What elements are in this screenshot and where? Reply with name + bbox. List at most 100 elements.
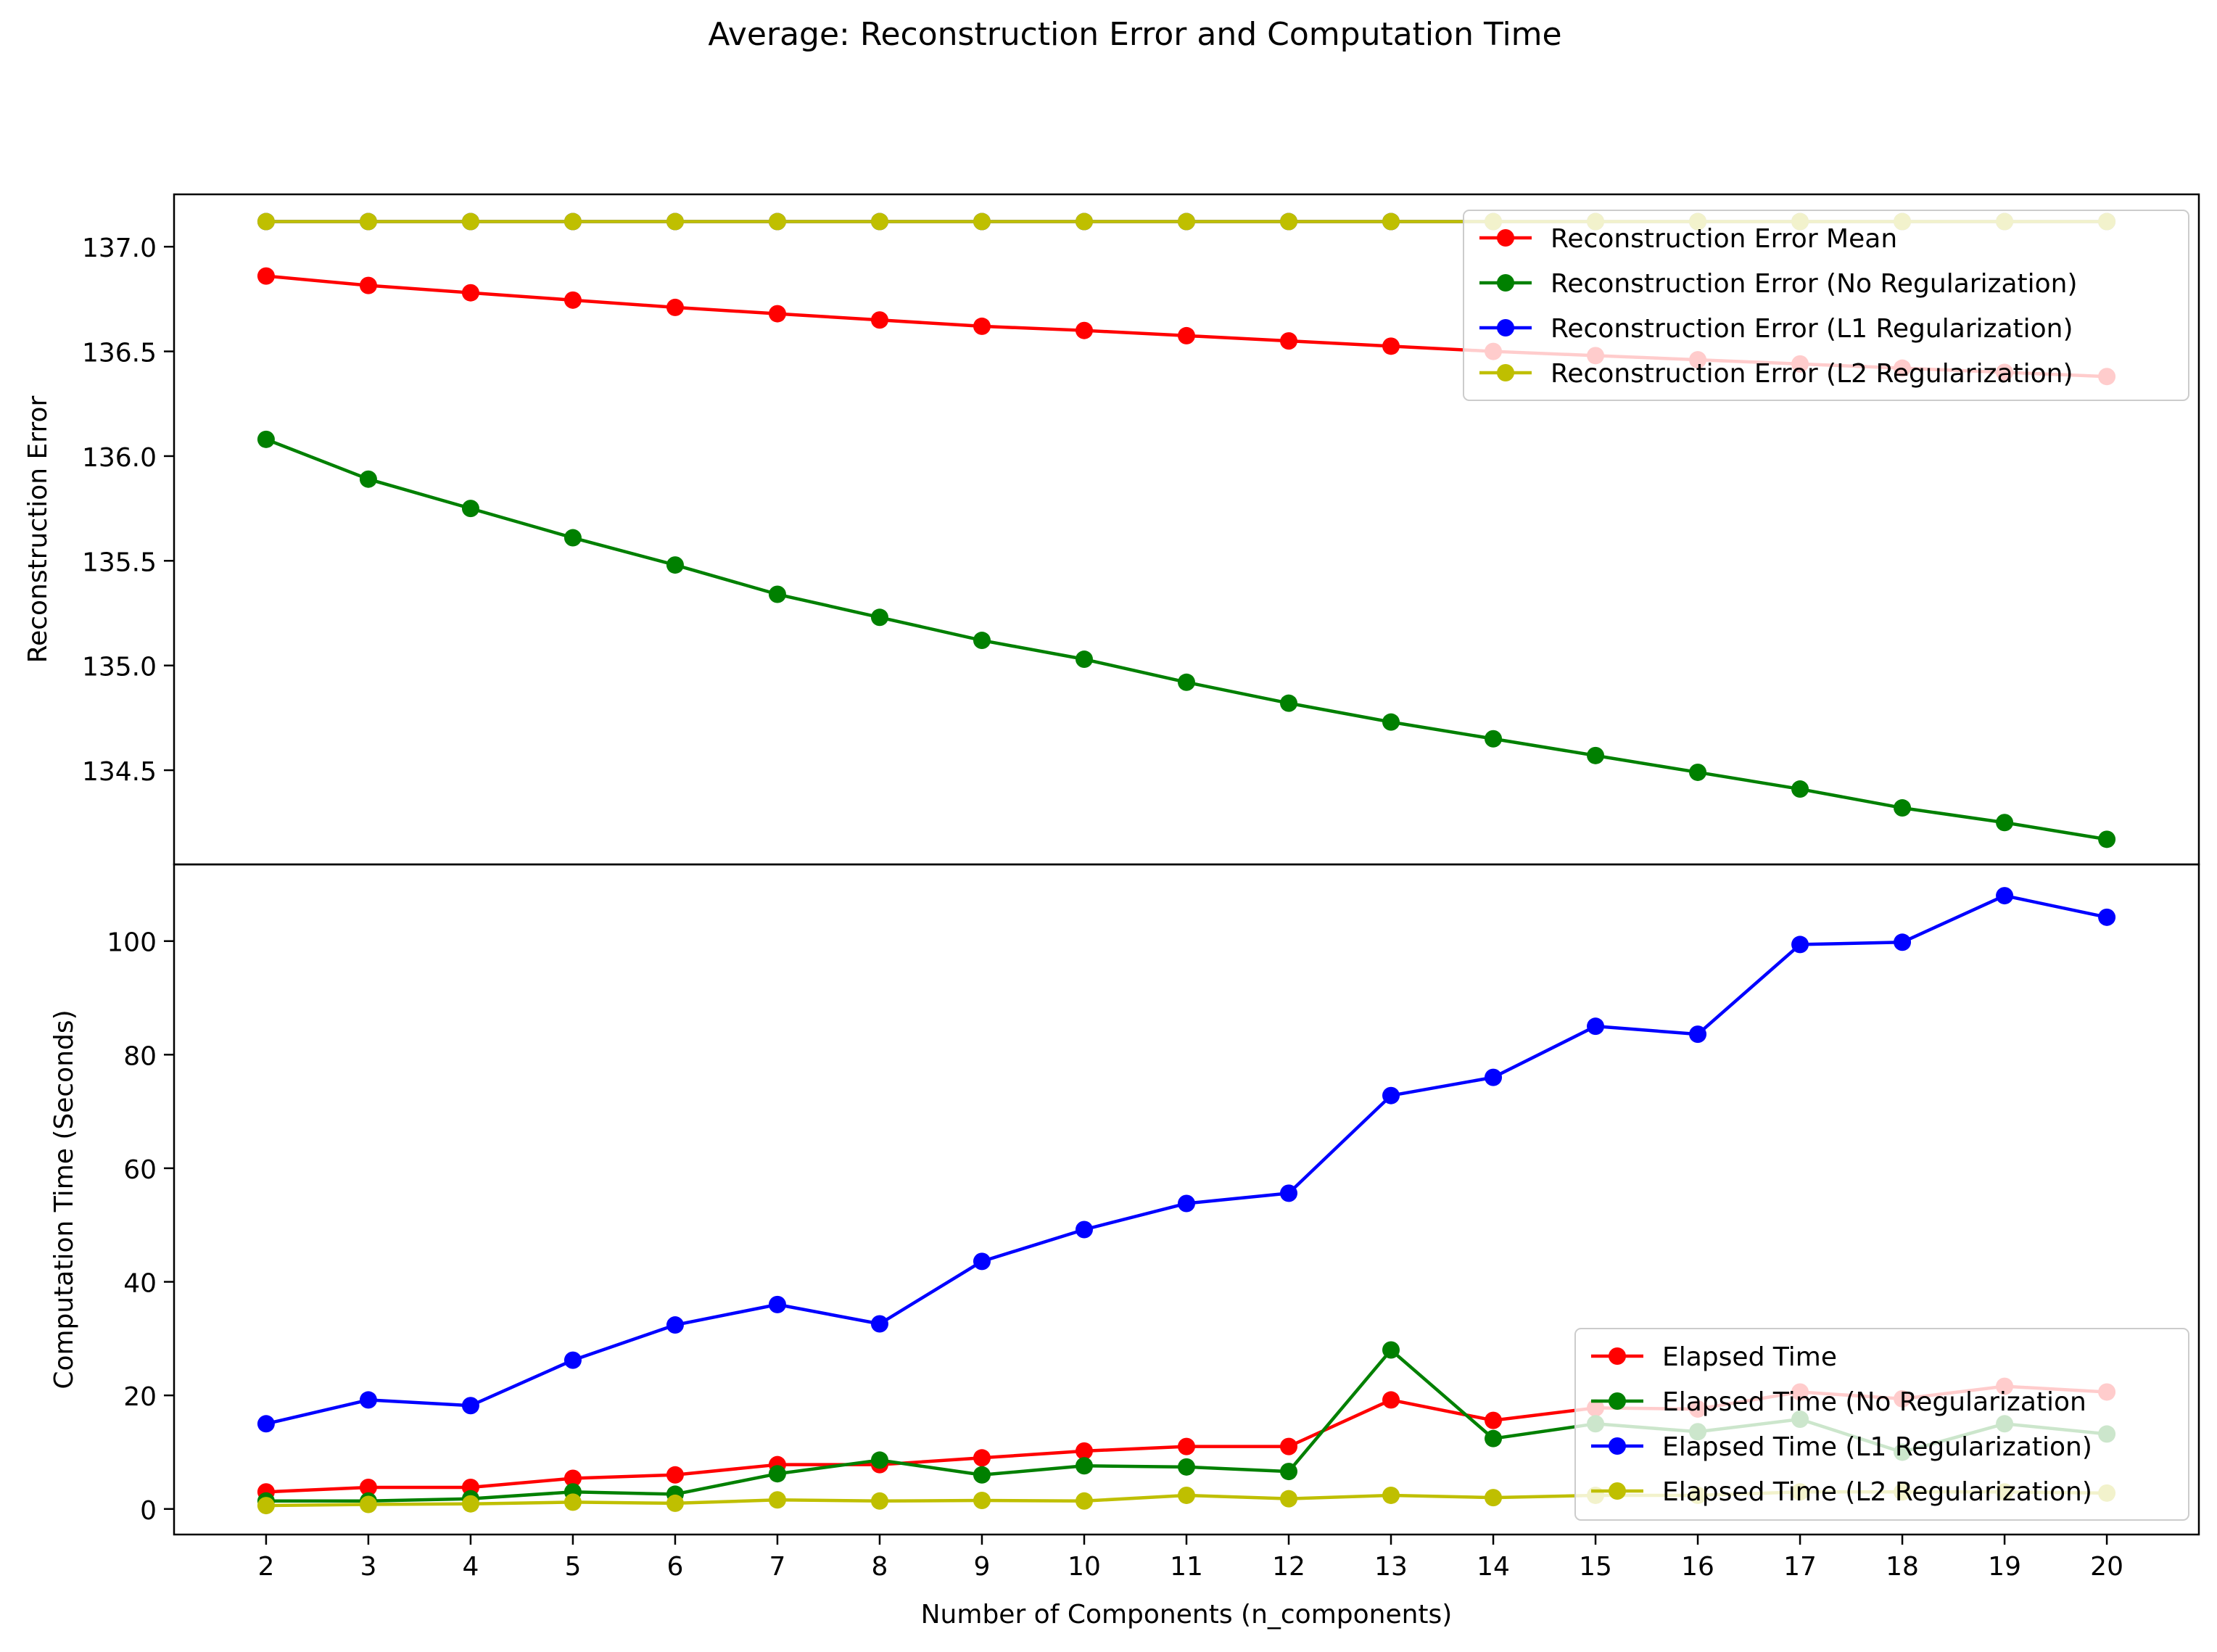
data-point xyxy=(1485,730,1503,748)
data-point xyxy=(563,529,582,547)
data-point xyxy=(1382,1486,1400,1504)
data-point xyxy=(2098,908,2116,926)
data-point xyxy=(461,1397,479,1415)
y-tick-label: 135.5 xyxy=(82,548,157,577)
data-point xyxy=(1280,212,1298,231)
data-point xyxy=(563,291,582,309)
y-tick-label: 0 xyxy=(140,1496,157,1526)
data-point xyxy=(973,1449,991,1467)
data-point xyxy=(1280,1490,1298,1508)
legend-label: Elapsed Time (L2 Regularization) xyxy=(1662,1477,2092,1507)
figure-title: Average: Reconstruction Error and Comput… xyxy=(708,16,1561,53)
data-point xyxy=(461,212,479,231)
data-point xyxy=(257,267,275,285)
data-point xyxy=(973,1466,991,1484)
data-point xyxy=(1689,763,1707,781)
data-point xyxy=(666,1494,684,1512)
data-point xyxy=(1280,332,1298,350)
data-point xyxy=(973,1492,991,1510)
data-point xyxy=(1382,1341,1400,1359)
data-point xyxy=(666,1316,684,1334)
data-point xyxy=(257,1497,275,1515)
x-tick-label: 6 xyxy=(666,1552,683,1582)
data-point xyxy=(1075,212,1093,231)
legend-box xyxy=(1463,210,2189,401)
data-point xyxy=(1178,212,1195,231)
data-point xyxy=(1280,694,1298,712)
x-tick-label: 7 xyxy=(769,1552,786,1582)
data-point xyxy=(1894,933,1912,951)
series-line-2 xyxy=(265,437,2107,841)
x-tick-label: 8 xyxy=(872,1552,888,1582)
data-point xyxy=(1075,1221,1093,1239)
data-point xyxy=(870,311,888,329)
data-point xyxy=(1485,1489,1503,1507)
data-point xyxy=(768,1465,786,1483)
x-axis-label: Number of Components (n_components) xyxy=(921,1600,1453,1630)
data-point xyxy=(1075,1492,1093,1510)
data-point xyxy=(666,298,684,316)
data-point xyxy=(768,585,786,603)
x-tick-label: 11 xyxy=(1170,1552,1203,1582)
data-point xyxy=(1075,1457,1093,1475)
legend-marker xyxy=(1609,1437,1626,1455)
data-point xyxy=(461,500,479,518)
legend-marker xyxy=(1609,1392,1626,1410)
data-point xyxy=(359,1495,377,1513)
y-tick-label: 137.0 xyxy=(82,234,157,263)
x-tick-label: 16 xyxy=(1681,1552,1714,1582)
x-tick-label: 9 xyxy=(974,1552,991,1582)
data-point xyxy=(2098,830,2116,848)
data-point xyxy=(1382,212,1400,231)
legend: Reconstruction Error Mean Reconstruction … xyxy=(1463,210,2189,401)
data-point xyxy=(563,1493,582,1511)
data-point xyxy=(768,1295,786,1313)
data-point xyxy=(1280,1463,1298,1481)
data-point xyxy=(1075,651,1093,669)
data-point xyxy=(973,1252,991,1271)
legend-marker xyxy=(1497,229,1514,247)
data-point xyxy=(1075,321,1093,339)
top-panel: 134.5 135.0 135.5 136.0 136.5 137.0 Reconstruc… xyxy=(23,193,2200,866)
legend-marker xyxy=(1497,274,1514,292)
y-axis-label: Reconstruction Error xyxy=(23,396,53,664)
legend-label: Elapsed Time xyxy=(1662,1342,1837,1372)
data-point xyxy=(1280,1184,1298,1202)
legend-label: Reconstruction Error (L1 Regularization) xyxy=(1551,314,2073,344)
data-point xyxy=(461,1495,479,1513)
legend-marker xyxy=(1497,364,1514,381)
x-tick-label: 17 xyxy=(1783,1552,1817,1582)
data-point xyxy=(257,430,275,448)
y-tick-label: 134.5 xyxy=(82,757,157,787)
y-tick-label: 20 xyxy=(123,1382,157,1412)
y-axis-label: Computation Time (Seconds) xyxy=(49,1009,79,1389)
data-point xyxy=(973,212,991,231)
data-point xyxy=(1382,1086,1400,1104)
legend-label: Reconstruction Error Mean xyxy=(1551,224,1897,254)
data-point xyxy=(1587,746,1605,764)
data-point xyxy=(1894,799,1912,817)
data-point xyxy=(870,1492,888,1510)
data-point xyxy=(870,1315,888,1333)
data-point xyxy=(359,1391,377,1409)
legend-label: Reconstruction Error (L2 Regularization) xyxy=(1551,359,2073,389)
data-point xyxy=(768,305,786,323)
y-tick-label: 40 xyxy=(123,1269,157,1299)
y-tick-label: 136.5 xyxy=(82,339,157,368)
x-tick-label: 20 xyxy=(2090,1552,2123,1582)
y-tick-label: 136.0 xyxy=(82,443,157,473)
x-tick-label: 19 xyxy=(1988,1552,2021,1582)
data-point xyxy=(666,212,684,231)
data-point xyxy=(1178,326,1195,344)
data-point xyxy=(1485,1429,1503,1447)
data-point xyxy=(1791,780,1809,798)
legend-marker xyxy=(1497,319,1514,336)
legend-label: Elapsed Time (No Regularization xyxy=(1662,1387,2086,1417)
data-point xyxy=(1075,1442,1093,1460)
data-point xyxy=(257,212,275,231)
data-point xyxy=(563,1351,582,1369)
data-point xyxy=(1996,887,2014,905)
data-point xyxy=(1382,1391,1400,1409)
